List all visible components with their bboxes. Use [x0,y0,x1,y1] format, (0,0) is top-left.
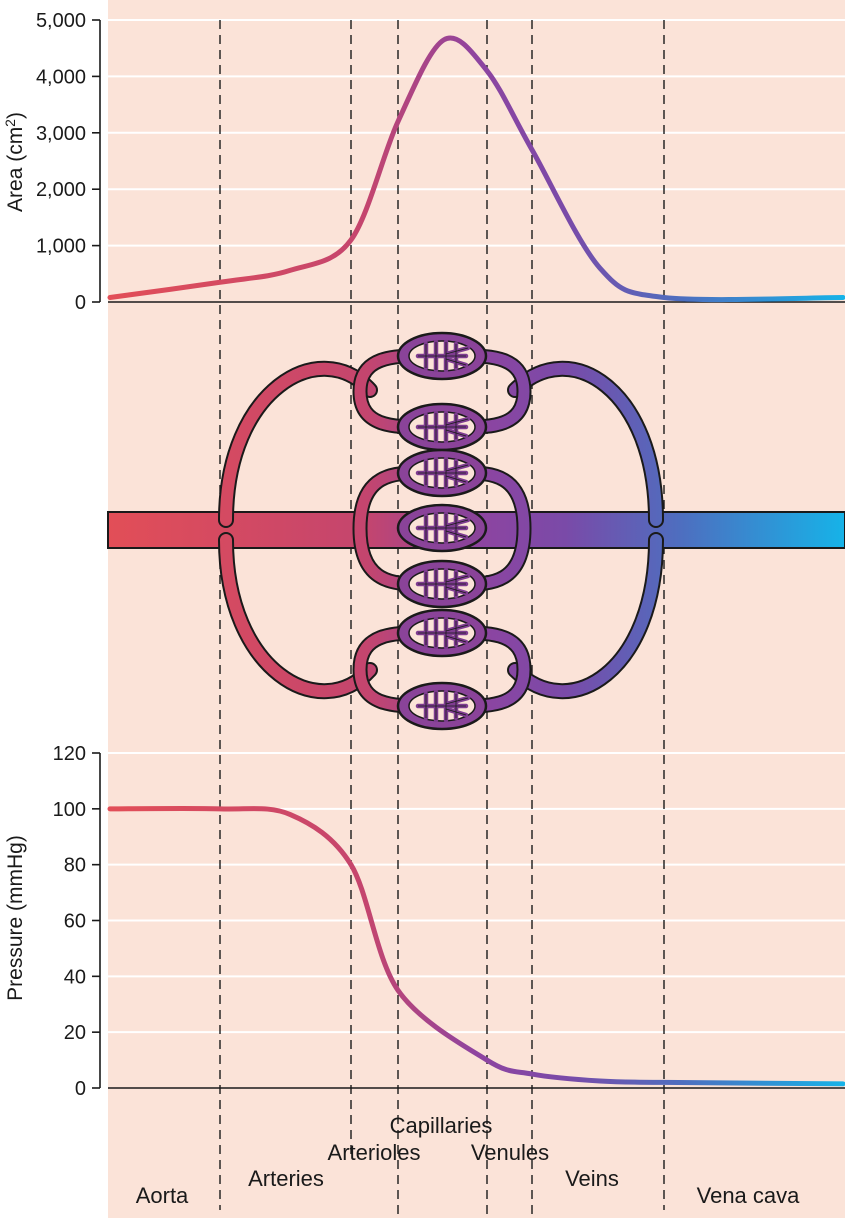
region-label-arterioles: Arterioles [328,1140,421,1165]
y-tick-label: 20 [64,1022,86,1044]
arteriole-venule-loops [352,348,532,714]
capillary-bed [396,331,488,381]
region-label-venules: Venules [471,1140,549,1165]
pressure-chart: 0 20 40 60 80 100 120 Pressure (mmHg) [4,743,845,1100]
y-tick-label: 1,000 [36,236,86,258]
background-panel [108,0,845,1218]
capillary-bed [396,448,488,498]
loop-vessel [354,627,530,712]
capillary-bed [396,681,488,731]
region-label-arteries: Arteries [248,1166,324,1191]
y-tick-label: 60 [64,911,86,933]
capillary-bed [396,402,488,452]
y-tick-label: 5,000 [36,10,86,32]
outer-vessel-loop-fill [220,362,376,698]
vessel-network-diagram [107,331,845,731]
pressure-axis-title: Pressure (mmHg) [4,835,27,1001]
loop-vessel [354,350,530,433]
area-y-axis: 0 1,000 2,000 3,000 4,000 5,000 [36,10,101,314]
area-chart: 0 1,000 2,000 3,000 4,000 5,000 Area (cm2) [2,10,845,314]
pressure-y-axis: 0 20 40 60 80 100 120 [53,743,101,1100]
y-tick-label: 40 [64,966,86,988]
capillary-bed [396,608,488,658]
capillary-bed [396,503,488,553]
area-axis-title: Area (cm2) [2,112,27,212]
area-gridlines [108,19,845,303]
area-curve [107,35,845,303]
loop-vessel [354,467,530,590]
region-labels: Aorta Arteries Arterioles Capillaries Ve… [136,1113,800,1208]
region-label-vena-cava: Vena cava [697,1183,801,1208]
capillary-bed [396,559,488,609]
region-label-veins: Veins [565,1166,619,1191]
y-tick-label: 0 [75,1078,86,1100]
y-tick-label: 2,000 [36,179,86,201]
y-tick-label: 120 [53,743,86,765]
region-boundaries [219,20,665,1218]
y-tick-label: 80 [64,855,86,877]
y-tick-label: 3,000 [36,123,86,145]
region-label-capillaries: Capillaries [390,1113,493,1138]
outer-vessel-loop-right-fill [509,362,662,698]
y-tick-label: 4,000 [36,66,86,88]
y-tick-label: 100 [53,799,86,821]
y-tick-label: 0 [75,292,86,314]
pressure-curve [107,805,845,1087]
capillary-beds [396,331,488,731]
region-label-aorta: Aorta [136,1183,189,1208]
